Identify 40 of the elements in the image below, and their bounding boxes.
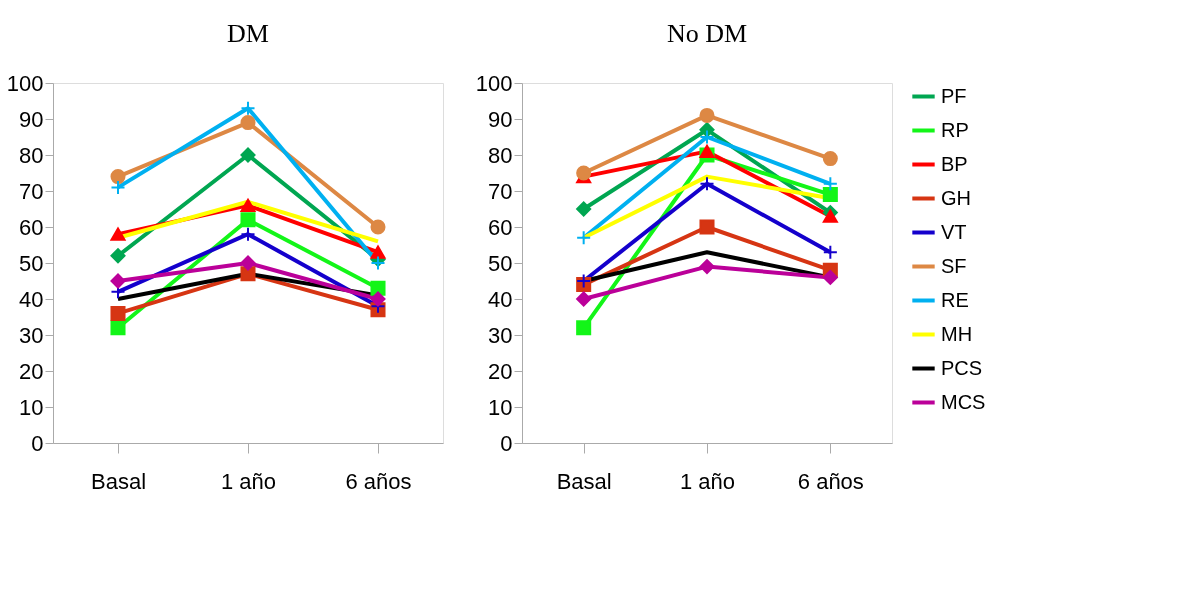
y-tick-label: 30 bbox=[19, 322, 44, 348]
legend-label: RE bbox=[941, 288, 969, 311]
y-tick-label: 10 bbox=[488, 394, 513, 420]
legend-label: GH bbox=[941, 186, 971, 209]
y-tick-label: 50 bbox=[488, 250, 513, 276]
x-tick-label: 1 año bbox=[220, 468, 277, 494]
y-tick-label: 100 bbox=[475, 70, 513, 96]
y-tick-label: 30 bbox=[488, 322, 513, 348]
legend-label: MCS bbox=[941, 390, 986, 413]
y-tick-label: 40 bbox=[488, 286, 513, 312]
x-tick-label: 6 años bbox=[797, 468, 864, 494]
x-tick-label: 6 años bbox=[345, 468, 412, 494]
legend-label: SF bbox=[941, 254, 967, 277]
x-tick-label: 1 año bbox=[679, 468, 736, 494]
x-tick-label: Basal bbox=[556, 468, 612, 494]
legend-label: MH bbox=[941, 322, 973, 345]
y-tick-label: 20 bbox=[19, 358, 44, 384]
legend-label: RP bbox=[941, 118, 969, 141]
y-tick-label: 70 bbox=[488, 178, 513, 204]
y-tick-label: 50 bbox=[19, 250, 44, 276]
y-tick-label: 70 bbox=[19, 178, 44, 204]
y-tick-label: 60 bbox=[488, 214, 513, 240]
y-tick-label: 0 bbox=[31, 430, 44, 456]
y-tick-label: 40 bbox=[19, 286, 44, 312]
y-tick-label: 20 bbox=[488, 358, 513, 384]
y-tick-label: 90 bbox=[19, 106, 44, 132]
y-tick-label: 100 bbox=[6, 70, 44, 96]
y-tick-label: 80 bbox=[19, 142, 44, 168]
legend-label: PF bbox=[941, 84, 967, 107]
y-tick-label: 10 bbox=[19, 394, 44, 420]
y-tick-label: 60 bbox=[19, 214, 44, 240]
y-tick-label: 90 bbox=[488, 106, 513, 132]
legend-label: BP bbox=[941, 152, 968, 175]
y-tick-label: 80 bbox=[488, 142, 513, 168]
chart-title: DM bbox=[227, 19, 269, 48]
legend-label: VT bbox=[941, 220, 967, 243]
x-tick-label: Basal bbox=[90, 468, 147, 494]
legend-label: PCS bbox=[941, 356, 983, 379]
y-tick-label: 0 bbox=[500, 430, 513, 456]
chart-title: No DM bbox=[666, 19, 748, 48]
